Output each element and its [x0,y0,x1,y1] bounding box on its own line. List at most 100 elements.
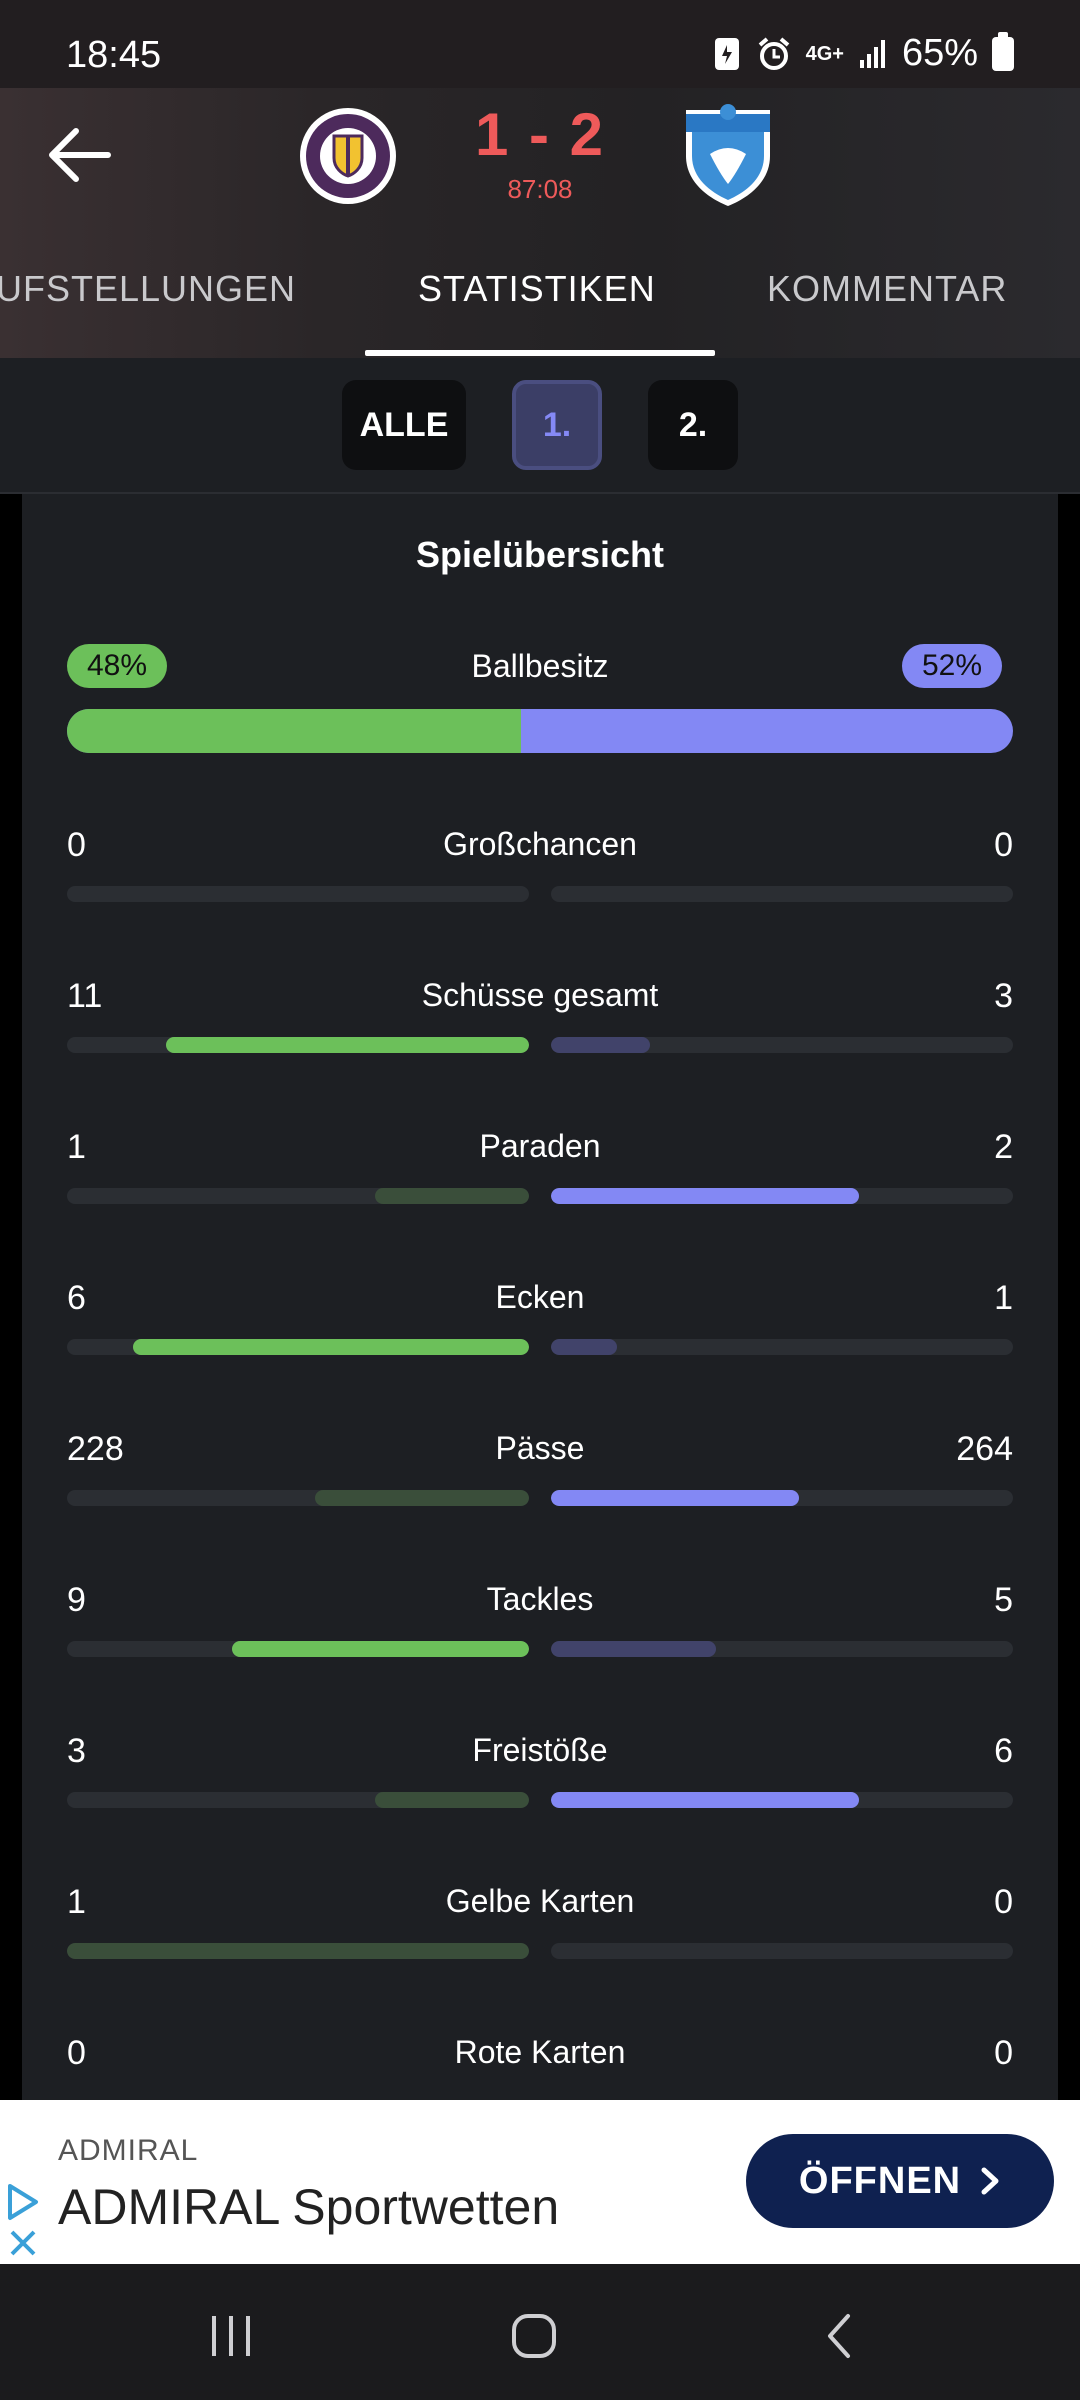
stat-name: Rote Karten [454,2034,626,2070]
stat-away-value: 2 [994,1128,1013,1166]
stat-home-fill [375,1188,529,1204]
stat-name: Schüsse gesamt [421,977,659,1013]
period-filter: ALLE 1. 2. [0,358,1080,494]
stat-away-value: 5 [994,1581,1013,1619]
ad-open-label: ÖFFNEN [798,2159,962,2202]
stat-home-value: 228 [67,1430,124,1468]
status-bar: 18:45 4G+ 65% [0,0,1080,88]
stat-away-fill [551,1490,799,1506]
stat-home-value: 0 [67,2034,86,2072]
stat-away-value: 6 [994,1732,1013,1770]
stat-home-bar [67,1943,529,1959]
stat-away-value: 0 [994,826,1013,864]
stat-away-bar [551,1037,1013,1053]
sim-icon [714,37,739,70]
network-type: 4G+ [805,42,844,65]
stat-name: Ecken [495,1279,585,1315]
ad-banner[interactable]: ADMIRAL ADMIRAL Sportwetten ÖFFNEN [0,2100,1080,2264]
stat-away-fill [551,1792,859,1808]
ad-title: ADMIRAL Sportwetten [58,2179,560,2235]
stat-row: Schüsse gesamt 11 3 [0,977,1080,1087]
possession-home-badge: 48% [67,644,168,688]
possession-bar [67,709,1013,753]
stat-row: Gelbe Karten 1 0 [0,1883,1080,1993]
stat-home-fill [315,1490,529,1506]
period-first-half-button[interactable]: 1. [512,380,602,470]
stat-home-value: 3 [67,1732,86,1770]
stat-home-fill [133,1339,529,1355]
stat-name: Großchancen [443,826,637,862]
recents-icon[interactable] [206,2312,256,2360]
match-header: 18:45 4G+ 65% 1 - 2 87:08 UFSTELLUNGEN S… [0,0,1080,358]
active-tab-indicator [365,350,715,356]
tab-statistics[interactable]: STATISTIKEN [418,268,656,309]
period-second-half-button[interactable]: 2. [648,380,738,470]
stat-row: Großchancen 0 0 [0,826,1080,936]
stat-row: Tackles 9 5 [0,1581,1080,1691]
match-clock: 87:08 [507,174,573,204]
tab-bar: UFSTELLUNGEN STATISTIKEN KOMMENTAR [0,258,1080,358]
stat-name: Tackles [486,1581,594,1617]
chevron-right-icon [981,2167,999,2195]
battery-icon [992,31,1014,71]
stat-home-value: 1 [67,1883,86,1921]
alarm-icon [758,36,789,70]
system-nav-bar [0,2264,1080,2400]
stat-away-value: 0 [994,2034,1013,2072]
stat-away-bar [551,1792,1013,1808]
stat-home-bar [67,1641,529,1657]
stat-name: Pässe [495,1430,585,1466]
stat-home-bar [67,1037,529,1053]
stat-row: Paraden 1 2 [0,1128,1080,1238]
stat-home-fill [166,1037,529,1053]
stat-row: Freistöße 3 6 [0,1732,1080,1842]
signal-icon [859,39,885,68]
stat-home-value: 6 [67,1279,86,1317]
period-all-button[interactable]: ALLE [342,380,466,470]
stat-name: Freistöße [472,1732,608,1768]
tab-commentary[interactable]: KOMMENTAR [767,268,1008,309]
battery-level: 65% [901,32,978,74]
stat-name: Paraden [479,1128,601,1164]
status-icons: 4G+ 65% [712,31,1014,75]
play-triangle-icon[interactable] [6,2182,40,2222]
stat-home-fill [375,1792,529,1808]
possession-away-badge: 52% [902,644,1003,688]
stat-away-bar [551,1188,1013,1204]
stat-home-bar [67,1188,529,1204]
ad-open-button[interactable]: ÖFFNEN [746,2134,1054,2228]
stat-home-value: 1 [67,1128,86,1166]
stat-away-value: 0 [994,1883,1013,1921]
stat-home-bar [67,1792,529,1808]
stat-row: Pässe 228 264 [0,1430,1080,1540]
stat-name: Gelbe Karten [445,1883,635,1919]
stat-away-bar [551,1943,1013,1959]
home-team-crest-icon[interactable] [298,106,398,206]
home-icon[interactable] [510,2312,558,2360]
match-score: 1 - 2 [474,101,606,168]
stat-home-fill [232,1641,529,1657]
away-team-crest-icon[interactable] [678,104,778,208]
stat-home-bar [67,1490,529,1506]
stat-away-bar [551,1339,1013,1355]
stat-away-fill [551,1339,617,1355]
stat-away-value: 264 [956,1430,1013,1468]
back-arrow-icon[interactable] [40,120,120,190]
stat-home-value: 9 [67,1581,86,1619]
stat-home-fill [67,1943,529,1959]
summary-card [22,494,1058,2100]
chevron-left-icon[interactable] [822,2312,856,2360]
tab-lineups[interactable]: UFSTELLUNGEN [0,268,297,309]
possession-home-fill [67,709,521,753]
stat-away-value: 1 [994,1279,1013,1317]
stat-away-fill [551,1641,716,1657]
stat-away-bar [551,1641,1013,1657]
stat-home-bar [67,886,529,902]
summary-title: Spielübersicht [415,534,665,575]
close-icon[interactable] [8,2228,38,2258]
status-time: 18:45 [66,34,162,76]
stat-away-bar [551,1490,1013,1506]
stat-away-fill [551,1037,650,1053]
possession-label: Ballbesitz [471,648,609,684]
ad-brand: ADMIRAL [58,2134,199,2167]
